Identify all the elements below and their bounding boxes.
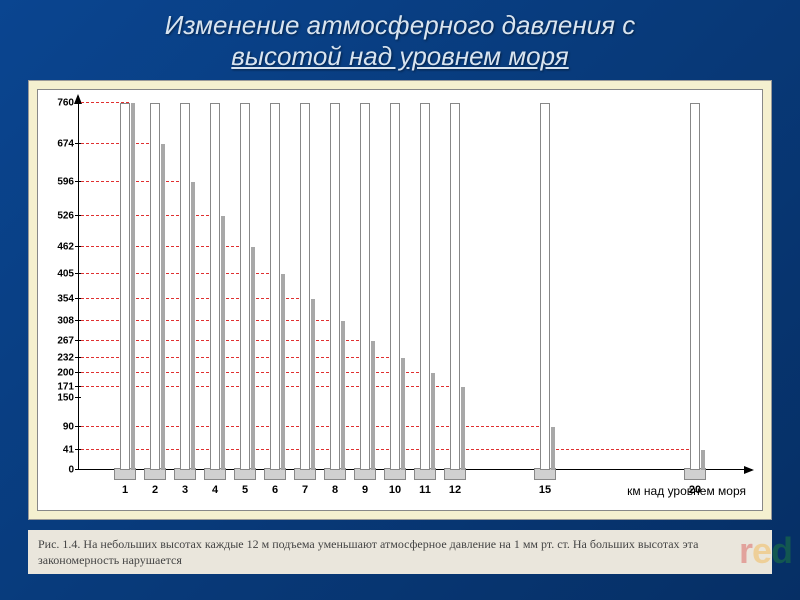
- mercury-column: [311, 299, 315, 470]
- y-tick: [75, 469, 81, 470]
- y-tick-label: 150: [57, 392, 74, 403]
- chart-panel: 0419015017120023226730835440546252659667…: [28, 80, 772, 520]
- watermark: red: [739, 530, 792, 572]
- x-tick-label: 12: [449, 484, 461, 496]
- y-tick-label: 41: [63, 445, 74, 456]
- barometer-tube: [120, 103, 130, 470]
- barometer-tube: [420, 103, 430, 470]
- barometer-tube: [390, 103, 400, 470]
- x-tick-label: 1: [122, 484, 128, 496]
- y-tick-label: 232: [57, 352, 74, 363]
- x-tick-label: 7: [302, 484, 308, 496]
- x-tick-label: 5: [242, 484, 248, 496]
- x-tick-label: 6: [272, 484, 278, 496]
- watermark-d: d: [771, 530, 792, 571]
- y-tick-label: 674: [57, 139, 74, 150]
- barometer-tube: [330, 103, 340, 470]
- mercury-column: [431, 373, 435, 470]
- x-tick-label: 15: [539, 484, 551, 496]
- y-tick-label: 308: [57, 316, 74, 327]
- mercury-column: [701, 450, 705, 470]
- y-tick-label: 90: [63, 421, 74, 432]
- chart-inner: 0419015017120023226730835440546252659667…: [37, 89, 763, 511]
- mercury-column: [371, 341, 375, 470]
- y-tick-label: 405: [57, 269, 74, 280]
- barometer-tube: [240, 103, 250, 470]
- figure-caption: Рис. 1.4. На небольших высотах каждые 12…: [28, 530, 772, 574]
- x-tick-label: 4: [212, 484, 218, 496]
- mercury-column: [551, 427, 555, 470]
- mercury-column: [461, 387, 465, 470]
- barometer-tube: [690, 103, 700, 470]
- mercury-column: [401, 358, 405, 470]
- y-tick-label: 171: [57, 382, 74, 393]
- y-axis: [78, 96, 79, 470]
- watermark-e: e: [752, 530, 771, 571]
- barometer-tube: [360, 103, 370, 470]
- x-tick-label: 10: [389, 484, 401, 496]
- mercury-column: [341, 321, 345, 470]
- y-tick-label: 200: [57, 368, 74, 379]
- x-axis-title: км над уровнем моря: [627, 484, 746, 498]
- y-tick-label: 267: [57, 336, 74, 347]
- x-tick-label: 3: [182, 484, 188, 496]
- y-tick-label: 462: [57, 241, 74, 252]
- x-tick-label: 9: [362, 484, 368, 496]
- y-tick-label: 0: [68, 465, 74, 476]
- barometer-tube: [540, 103, 550, 470]
- barometer-tube: [150, 103, 160, 470]
- mercury-column: [161, 144, 165, 470]
- slide-title: Изменение атмосферного давления с высото…: [0, 0, 800, 76]
- mercury-column: [221, 216, 225, 470]
- x-tick-label: 8: [332, 484, 338, 496]
- mercury-column: [281, 274, 285, 470]
- barometer-tube: [180, 103, 190, 470]
- slide: Изменение атмосферного давления с высото…: [0, 0, 800, 600]
- barometer-tube: [270, 103, 280, 470]
- y-tick-label: 526: [57, 210, 74, 221]
- guide-line: [81, 181, 189, 182]
- barometer-tube: [300, 103, 310, 470]
- y-tick: [75, 397, 81, 398]
- x-tick-label: 11: [419, 484, 431, 496]
- mercury-column: [131, 103, 135, 470]
- title-line-1: Изменение атмосферного давления с: [165, 10, 635, 40]
- watermark-r: r: [739, 530, 752, 571]
- mercury-column: [191, 182, 195, 470]
- title-line-2: высотой над уровнем моря: [231, 41, 568, 71]
- barometer-tube: [210, 103, 220, 470]
- mercury-column: [251, 247, 255, 470]
- y-tick-label: 596: [57, 177, 74, 188]
- y-tick-label: 760: [57, 97, 74, 108]
- x-axis-arrow-icon: [744, 466, 754, 474]
- plot-area: 0419015017120023226730835440546252659667…: [78, 96, 752, 470]
- caption-text: Рис. 1.4. На небольших высотах каждые 12…: [38, 537, 698, 567]
- y-tick-label: 354: [57, 293, 74, 304]
- x-tick-label: 2: [152, 484, 158, 496]
- barometer-tube: [450, 103, 460, 470]
